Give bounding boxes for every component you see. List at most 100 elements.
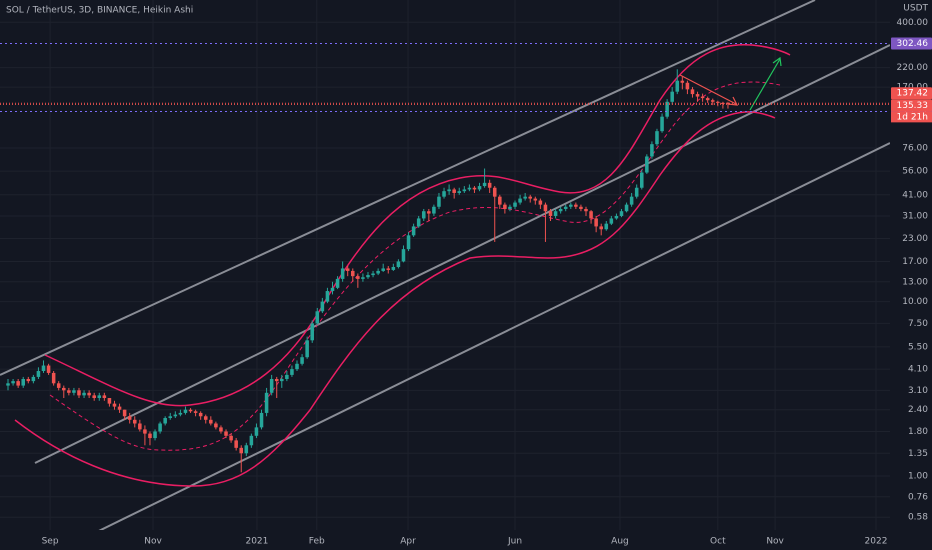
candle-body — [340, 268, 345, 279]
candle-body — [427, 211, 431, 214]
candle-body — [356, 276, 360, 279]
candle-body — [645, 156, 649, 173]
y-tick-label: 1.00 — [908, 471, 928, 481]
candle-body — [102, 395, 107, 399]
candle-body — [553, 211, 558, 216]
y-tick-label: 400.00 — [897, 18, 929, 28]
candle-body — [67, 390, 71, 393]
candle-body — [472, 187, 477, 190]
candle-body — [163, 418, 167, 424]
candle-body — [31, 376, 36, 382]
y-tick-label: 41.00 — [902, 190, 928, 200]
candle-body — [467, 187, 472, 190]
candle-body — [543, 204, 548, 212]
candle-body — [462, 189, 467, 192]
candle-body — [280, 378, 284, 382]
candle-body — [614, 215, 619, 219]
candle-body — [351, 270, 355, 277]
candle-body — [315, 311, 320, 324]
candle-body — [153, 431, 157, 439]
candle-body — [634, 187, 639, 197]
candle-body — [244, 445, 249, 454]
candle-body — [46, 365, 51, 373]
candle-body — [569, 204, 573, 207]
candle-body — [376, 270, 380, 274]
candle-body — [148, 433, 152, 439]
candle-body — [705, 98, 710, 101]
candle-body — [320, 301, 325, 312]
candle-body — [259, 412, 264, 428]
chart-title: SOL / TetherUS, 3D, BINANCE, Heikin Ashi — [6, 6, 193, 16]
y-tick-label: 5.50 — [908, 342, 928, 352]
candle-body — [563, 206, 568, 209]
candle-body — [401, 249, 406, 262]
candle-body — [77, 390, 81, 396]
y-tick-label: 4.10 — [908, 365, 928, 375]
candle-body — [447, 189, 451, 192]
x-tick-label: Apr — [400, 537, 416, 547]
candle-body — [239, 447, 244, 454]
candle-body — [685, 82, 690, 90]
candle-body — [716, 101, 720, 103]
candle-body — [558, 208, 563, 212]
candle-body — [670, 91, 674, 102]
candle-body — [421, 211, 426, 219]
candle-body — [482, 182, 487, 187]
x-tick-label: Nov — [766, 537, 784, 547]
grid — [0, 0, 890, 530]
candle-body — [589, 211, 593, 219]
candle-body — [62, 387, 66, 391]
candle-body — [416, 218, 421, 227]
y-tick-label: 17.00 — [902, 257, 928, 267]
x-tick-label: 2021 — [245, 537, 268, 547]
candle-body — [721, 102, 725, 104]
candle-body — [604, 223, 609, 230]
candle-body — [87, 392, 91, 396]
band-lower — [14, 111, 776, 487]
candle-body — [655, 131, 659, 145]
band-upper — [44, 44, 791, 407]
candle-body — [122, 409, 127, 417]
candle-body — [508, 206, 512, 209]
candle-body — [290, 369, 294, 375]
candle-body — [51, 372, 56, 384]
candle-body — [503, 204, 507, 209]
candle-body — [366, 275, 370, 278]
candle-body — [300, 357, 304, 364]
candle-body — [361, 277, 365, 279]
candle-body — [305, 340, 309, 358]
candle-body — [295, 363, 299, 370]
candle-body — [229, 435, 233, 441]
candle-body — [594, 218, 598, 227]
candle-body — [183, 409, 188, 413]
y-tick-label: 56.00 — [902, 167, 928, 177]
candle-body — [432, 206, 436, 214]
candle-body — [117, 406, 122, 410]
price-tag — [891, 99, 932, 112]
candle-body — [168, 416, 173, 419]
candle-body — [528, 196, 533, 199]
candle-body — [477, 186, 482, 190]
candle-body — [198, 412, 203, 417]
candle-body — [36, 371, 41, 377]
y-tick-label: 3.10 — [908, 386, 928, 396]
candle-body — [619, 211, 624, 216]
candles — [6, 69, 730, 473]
y-tick-label: 31.00 — [902, 211, 928, 221]
candle-body — [209, 419, 213, 424]
candle-body — [16, 381, 20, 386]
candle-body — [518, 198, 522, 203]
candle-body — [219, 427, 223, 432]
candle-body — [624, 204, 629, 212]
candle-body — [56, 383, 61, 388]
price-tag-label: 302.46 — [897, 39, 929, 49]
candle-body — [178, 412, 183, 415]
candle-body — [72, 390, 76, 393]
candle-body — [381, 268, 385, 271]
currency: USDT — [903, 4, 928, 14]
candle-body — [203, 416, 208, 420]
candle-body — [234, 440, 238, 448]
candle-body — [675, 80, 680, 92]
x-tick-label: Aug — [611, 537, 629, 547]
